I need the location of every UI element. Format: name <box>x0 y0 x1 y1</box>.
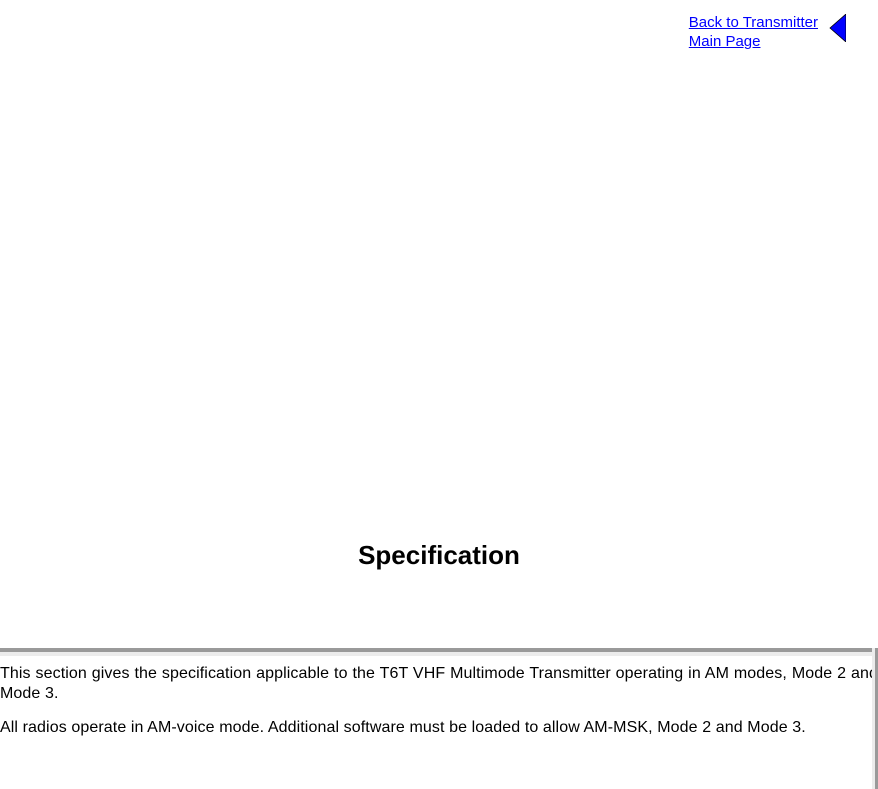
right-vertical-rule <box>872 648 878 789</box>
divider-bar-light <box>0 652 878 656</box>
page-title-container: Specification <box>0 540 878 571</box>
page-title: Specification <box>358 540 520 570</box>
paragraph-1: This section gives the specification app… <box>0 664 878 704</box>
back-to-transmitter-link[interactable]: Back to Transmitter Main Page <box>689 14 846 52</box>
back-link-text: Back to Transmitter Main Page <box>689 14 818 52</box>
body-text: This section gives the specification app… <box>0 664 878 752</box>
back-arrow-icon <box>826 14 846 42</box>
paragraph-2: All radios operate in AM-voice mode. Add… <box>0 718 878 738</box>
section-divider <box>0 648 878 656</box>
